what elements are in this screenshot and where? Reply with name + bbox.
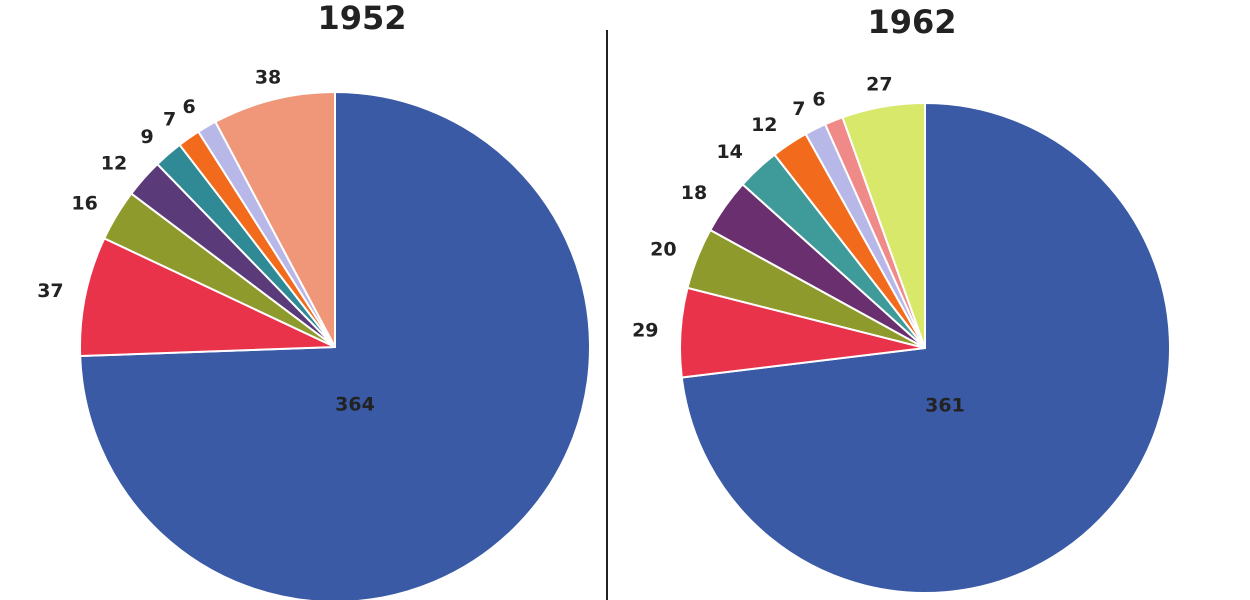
data-label: 361 (925, 395, 965, 417)
data-label: 37 (37, 280, 63, 302)
data-label: 12 (101, 152, 127, 174)
data-label: 364 (335, 394, 375, 416)
data-label: 20 (650, 239, 676, 261)
data-label: 38 (255, 67, 281, 89)
chart-title: 1962 (867, 3, 956, 41)
data-label: 9 (141, 126, 154, 148)
data-label: 29 (632, 320, 658, 342)
chart-title: 1952 (317, 0, 406, 37)
data-label: 18 (681, 182, 707, 204)
data-label: 6 (182, 96, 195, 118)
pie-slice (841, 101, 926, 349)
data-label: 12 (751, 114, 777, 136)
data-label: 7 (792, 98, 805, 120)
data-label: 16 (71, 192, 97, 214)
pie-slice (79, 237, 336, 358)
data-label: 27 (866, 73, 892, 95)
pie-slice (214, 90, 336, 348)
data-label: 7 (163, 109, 176, 131)
data-label: 14 (716, 141, 742, 163)
data-label: 6 (812, 89, 825, 111)
